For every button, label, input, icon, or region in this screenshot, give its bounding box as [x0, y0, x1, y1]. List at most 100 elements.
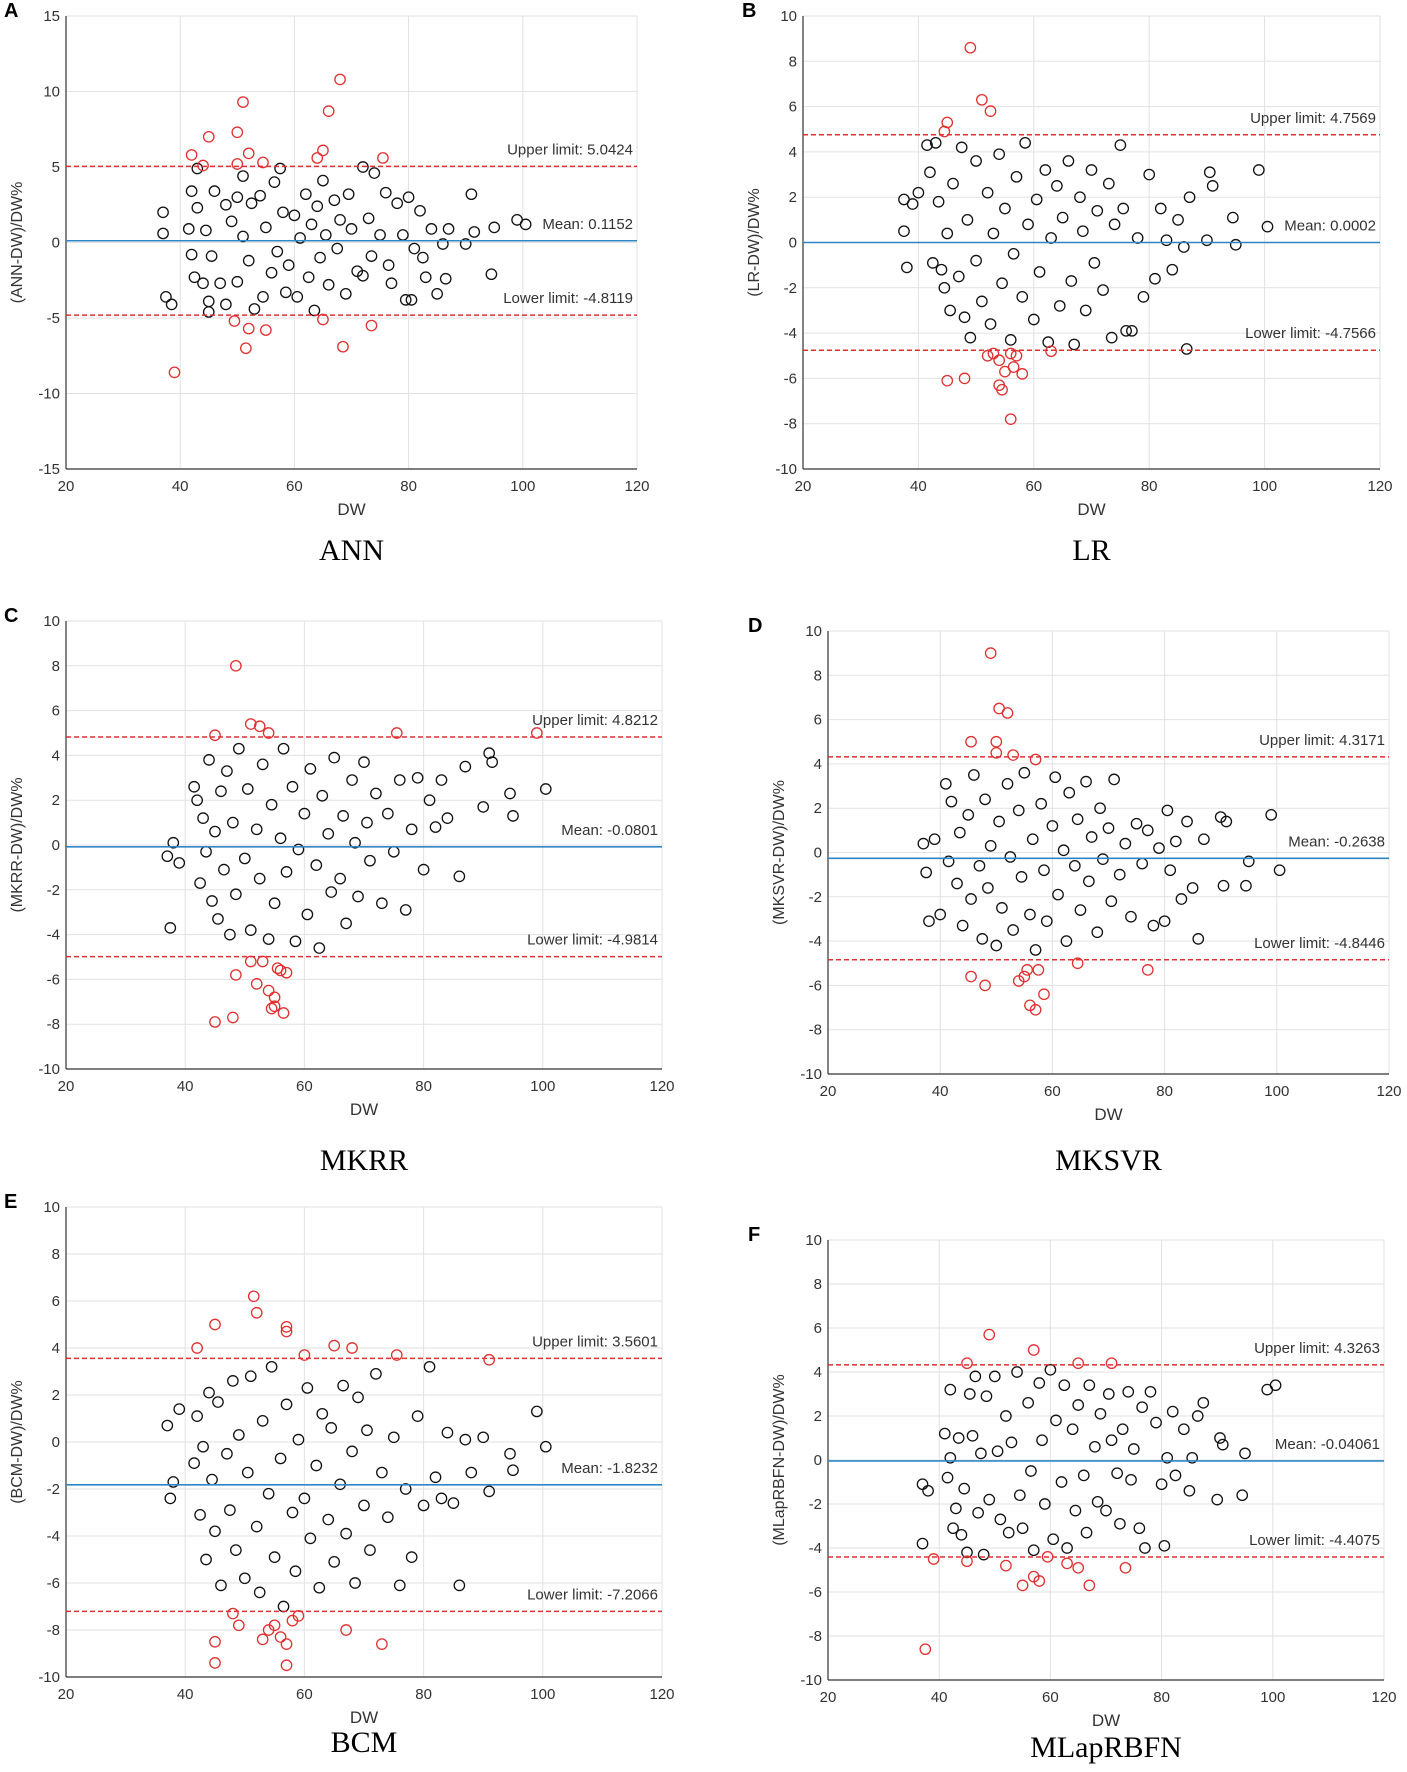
- x-tick-label: 80: [1156, 1083, 1173, 1100]
- outlier-point: [317, 313, 329, 326]
- data-point: [958, 311, 971, 324]
- data-point: [1024, 908, 1036, 921]
- data-point: [483, 1485, 496, 1498]
- outlier-point: [1072, 1357, 1085, 1370]
- data-point: [924, 166, 936, 179]
- data-point: [1158, 1539, 1171, 1552]
- data-point: [938, 281, 951, 294]
- data-point: [423, 794, 436, 807]
- data-point: [1265, 808, 1278, 821]
- data-point: [1116, 1423, 1129, 1436]
- data-point: [972, 1506, 984, 1519]
- data-point: [227, 816, 239, 829]
- data-point: [966, 1429, 979, 1442]
- outlier-point: [257, 156, 269, 169]
- data-point: [1057, 844, 1070, 857]
- outlier-point: [938, 125, 951, 138]
- data-point: [316, 1407, 329, 1420]
- panel-letter: B: [742, 0, 757, 22]
- x-tick-label: 20: [58, 1078, 75, 1095]
- data-point: [1010, 170, 1023, 183]
- data-point: [944, 1383, 957, 1396]
- data-point: [254, 189, 266, 202]
- data-point: [1094, 802, 1106, 815]
- outlier-point: [1105, 1357, 1118, 1370]
- data-point: [1108, 773, 1120, 786]
- x-tick-label: 20: [58, 1686, 75, 1703]
- data-point: [507, 1464, 519, 1477]
- data-point: [311, 200, 324, 213]
- upper-limit-label: Upper limit: 4.8212: [532, 712, 658, 729]
- data-point: [325, 1422, 338, 1434]
- data-point: [1094, 1407, 1107, 1420]
- data-point: [947, 177, 959, 190]
- data-point: [382, 259, 395, 271]
- data-point: [976, 933, 989, 945]
- y-tick-label: -4: [809, 1540, 822, 1557]
- data-point: [385, 277, 398, 290]
- data-point: [408, 242, 421, 255]
- data-point: [345, 223, 358, 235]
- data-point: [322, 1513, 335, 1526]
- outlier-point: [322, 105, 335, 117]
- data-point: [1030, 193, 1043, 206]
- data-point: [1085, 164, 1098, 176]
- data-point: [241, 1466, 254, 1479]
- data-point: [1180, 343, 1193, 355]
- outlier-point: [961, 1555, 973, 1568]
- plot-panel-b: 20 40 60 80 100 120 -10 -8 -6 -4 -2 0 2 4 6 8 10 Upper li…: [746, 8, 1393, 519]
- data-point: [465, 188, 478, 201]
- data-point: [265, 798, 278, 811]
- data-point: [1039, 164, 1052, 176]
- outlier-point: [1061, 1557, 1073, 1570]
- outlier-point: [250, 1306, 263, 1319]
- lower-limit-label: Lower limit: -4.8446: [1254, 935, 1385, 952]
- data-point: [256, 1415, 269, 1427]
- y-tick-label: -4: [784, 325, 797, 342]
- data-point: [1147, 919, 1160, 932]
- y-tick-label: 2: [52, 1387, 60, 1404]
- data-point: [938, 1427, 951, 1440]
- mean-label: Mean: -1.8232: [561, 1460, 658, 1477]
- x-tick-label: 100: [1260, 1689, 1285, 1706]
- y-tick-label: -5: [47, 310, 60, 327]
- data-point: [161, 1419, 174, 1432]
- data-point: [387, 1431, 400, 1444]
- data-point: [185, 248, 198, 261]
- data-point: [399, 294, 412, 306]
- data-point: [435, 774, 448, 786]
- y-tick-label: 2: [789, 189, 797, 206]
- data-point: [200, 845, 212, 858]
- y-tick-label: 4: [789, 144, 797, 161]
- y-tick-label: -10: [800, 1672, 822, 1689]
- data-point: [922, 1484, 934, 1497]
- data-point: [973, 859, 986, 872]
- data-point: [1029, 944, 1042, 956]
- data-point: [1127, 1443, 1140, 1455]
- outlier-point: [240, 342, 252, 355]
- data-point: [417, 863, 430, 876]
- outlier-point: [1007, 361, 1020, 373]
- outlier-point: [268, 991, 281, 1004]
- y-tick-label: 8: [789, 53, 797, 70]
- data-point: [435, 1492, 448, 1505]
- data-point: [1016, 1522, 1029, 1535]
- data-point: [958, 1482, 971, 1495]
- data-point: [1088, 257, 1101, 269]
- data-point: [188, 271, 201, 284]
- data-point: [167, 1476, 180, 1488]
- data-point: [539, 1440, 552, 1453]
- y-tick-label: 6: [52, 1293, 60, 1310]
- data-point: [441, 1426, 454, 1439]
- data-point: [376, 897, 388, 910]
- data-point: [157, 227, 169, 240]
- data-point: [1117, 202, 1130, 215]
- data-point: [224, 928, 236, 941]
- data-point: [1065, 275, 1078, 287]
- outlier-point: [958, 372, 971, 385]
- outlier-point: [209, 1657, 221, 1669]
- data-point: [1063, 786, 1076, 799]
- panel-caption: MLapRBFN: [1030, 1731, 1182, 1764]
- data-point: [1153, 842, 1165, 854]
- data-point: [230, 888, 242, 901]
